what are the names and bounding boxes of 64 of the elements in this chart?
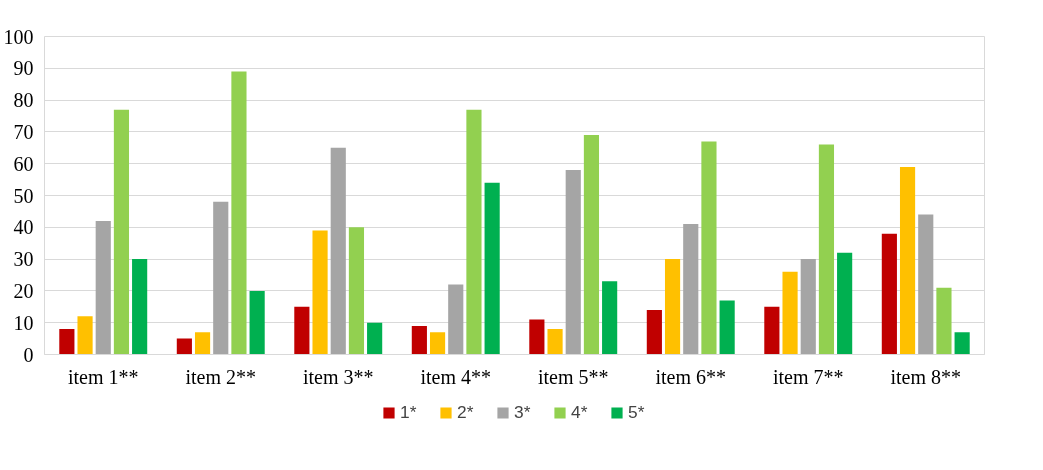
bar xyxy=(646,309,662,355)
bar xyxy=(818,144,835,355)
bar xyxy=(194,332,211,355)
bar xyxy=(899,166,916,355)
bar xyxy=(448,284,464,355)
bar xyxy=(367,322,383,355)
bar xyxy=(330,147,346,355)
x-tick-label: item 3** xyxy=(302,365,374,388)
bar xyxy=(837,252,853,355)
x-tick-label: item 6** xyxy=(655,365,727,388)
bar xyxy=(683,224,699,355)
x-tick-label: item 1** xyxy=(67,365,139,388)
y-tick-label: 80 xyxy=(13,89,34,112)
x-tick-label: item 8** xyxy=(890,365,962,388)
x-tick-label: item 5** xyxy=(537,365,609,388)
y-tick-label: 90 xyxy=(13,57,34,80)
y-tick-label: 20 xyxy=(13,279,34,302)
legend-label: 2* xyxy=(457,401,475,423)
bar xyxy=(936,287,952,355)
y-tick-label: 0 xyxy=(23,343,34,366)
bar xyxy=(583,135,600,355)
bar xyxy=(918,214,934,355)
y-tick-label: 70 xyxy=(13,120,34,143)
x-tick-label: item 2** xyxy=(185,365,257,388)
x-tick-label: item 4** xyxy=(420,365,492,388)
bar xyxy=(213,201,229,355)
bar xyxy=(954,332,970,355)
bar xyxy=(231,71,247,355)
bar xyxy=(701,141,717,355)
bar xyxy=(800,259,816,355)
bar xyxy=(881,233,897,355)
bar xyxy=(113,109,130,355)
y-tick-label: 60 xyxy=(13,152,34,175)
bar xyxy=(529,319,545,355)
y-tick-label: 50 xyxy=(13,184,34,207)
bar xyxy=(59,329,75,355)
legend-label: 1* xyxy=(400,401,418,423)
bar xyxy=(77,316,93,355)
bar xyxy=(664,259,681,355)
bar xyxy=(249,290,265,355)
bar xyxy=(565,170,581,355)
bar xyxy=(719,300,735,355)
bar xyxy=(348,227,365,355)
bar xyxy=(602,281,618,355)
bar xyxy=(429,332,446,355)
bar xyxy=(294,306,310,355)
bar xyxy=(484,182,500,355)
y-tick-label: 10 xyxy=(13,311,34,334)
y-tick-label: 100 xyxy=(3,25,34,48)
bar xyxy=(782,271,798,355)
bar xyxy=(411,325,427,355)
bar xyxy=(176,338,192,355)
bar xyxy=(95,220,111,355)
bar xyxy=(764,306,780,355)
legend-label: 5* xyxy=(628,401,646,423)
bar xyxy=(312,230,328,355)
bar xyxy=(466,109,482,355)
bar xyxy=(547,329,563,355)
bar xyxy=(132,259,148,355)
y-tick-label: 40 xyxy=(13,216,34,239)
y-tick-label: 30 xyxy=(13,248,34,271)
x-tick-label: item 7** xyxy=(772,365,844,388)
legend-label: 4* xyxy=(571,401,589,423)
legend-label: 3* xyxy=(514,401,532,423)
